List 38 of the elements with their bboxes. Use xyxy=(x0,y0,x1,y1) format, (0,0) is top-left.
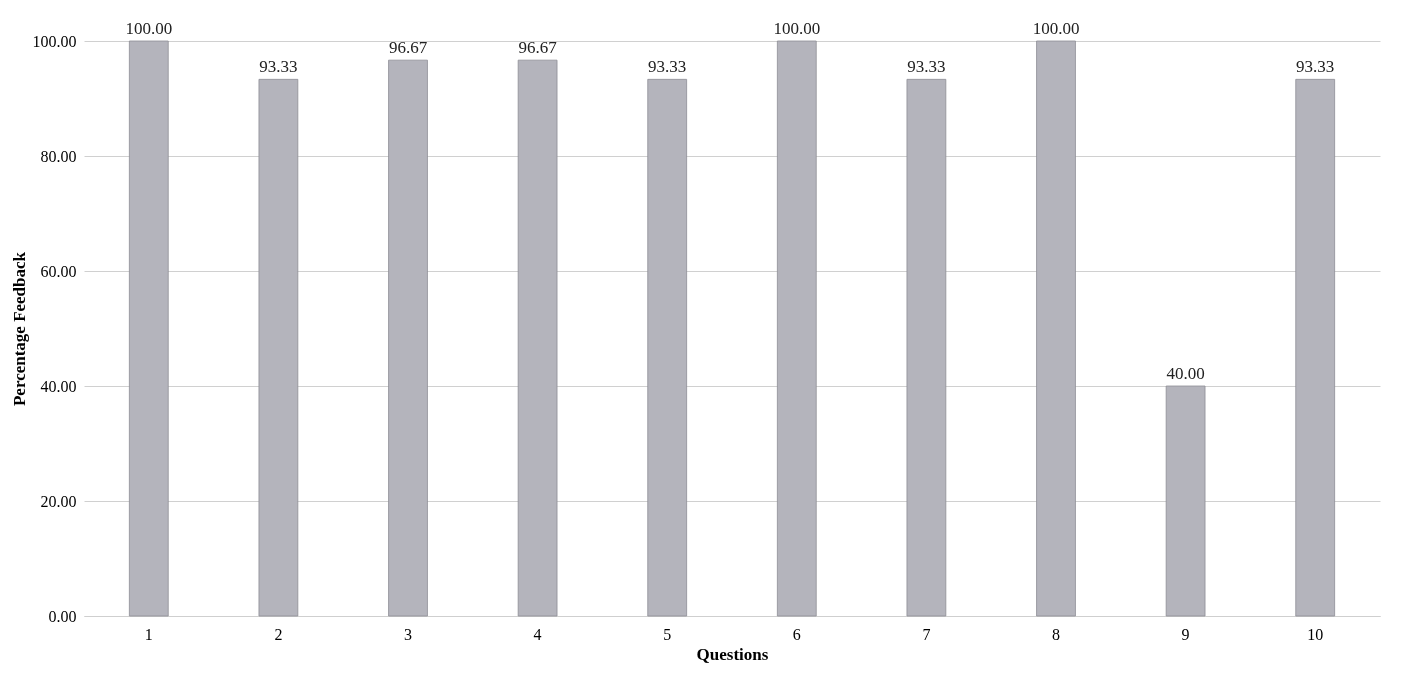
data-label: 100.00 xyxy=(773,19,821,38)
x-tick-label: 7 xyxy=(922,625,931,643)
x-tick-label: 8 xyxy=(1052,625,1060,643)
bar xyxy=(1165,385,1206,617)
x-tick-label: 6 xyxy=(792,625,801,643)
x-tick-label: 5 xyxy=(663,625,672,643)
y-tick-label: 40.00 xyxy=(40,377,77,395)
bar xyxy=(906,78,947,617)
data-label: 96.67 xyxy=(388,38,428,58)
bar xyxy=(1295,78,1336,617)
data-label: 93.33 xyxy=(907,57,946,77)
x-tick-label: 2 xyxy=(274,625,283,643)
bar xyxy=(1036,40,1076,617)
y-tick-label: 60.00 xyxy=(40,262,77,280)
data-label: 93.33 xyxy=(648,57,687,77)
x-tick-label: 9 xyxy=(1181,625,1190,643)
data-label: 93.33 xyxy=(1296,57,1335,77)
bar xyxy=(647,78,688,617)
bar xyxy=(388,59,428,617)
data-label: 100.00 xyxy=(125,19,173,38)
x-tick-label: 4 xyxy=(533,625,542,643)
y-tick-label: 0.00 xyxy=(48,607,77,625)
y-tick-label: 80.00 xyxy=(40,147,77,165)
bar xyxy=(776,40,817,617)
bar xyxy=(128,40,169,617)
data-label: 40.00 xyxy=(1166,364,1205,383)
y-axis-title: Percentage Feedback xyxy=(9,251,29,407)
data-label: 96.67 xyxy=(518,38,558,58)
data-label: 100.00 xyxy=(1032,19,1080,38)
x-axis-title: Questions xyxy=(696,644,769,664)
y-tick-label: 100.00 xyxy=(32,32,77,50)
bar xyxy=(258,78,299,617)
x-tick-label: 10 xyxy=(1307,625,1324,643)
x-tick-label: 1 xyxy=(144,625,153,643)
data-label: 93.33 xyxy=(259,57,298,77)
y-tick-label: 20.00 xyxy=(40,492,77,510)
bar xyxy=(517,59,558,617)
x-tick-label: 3 xyxy=(404,625,412,643)
